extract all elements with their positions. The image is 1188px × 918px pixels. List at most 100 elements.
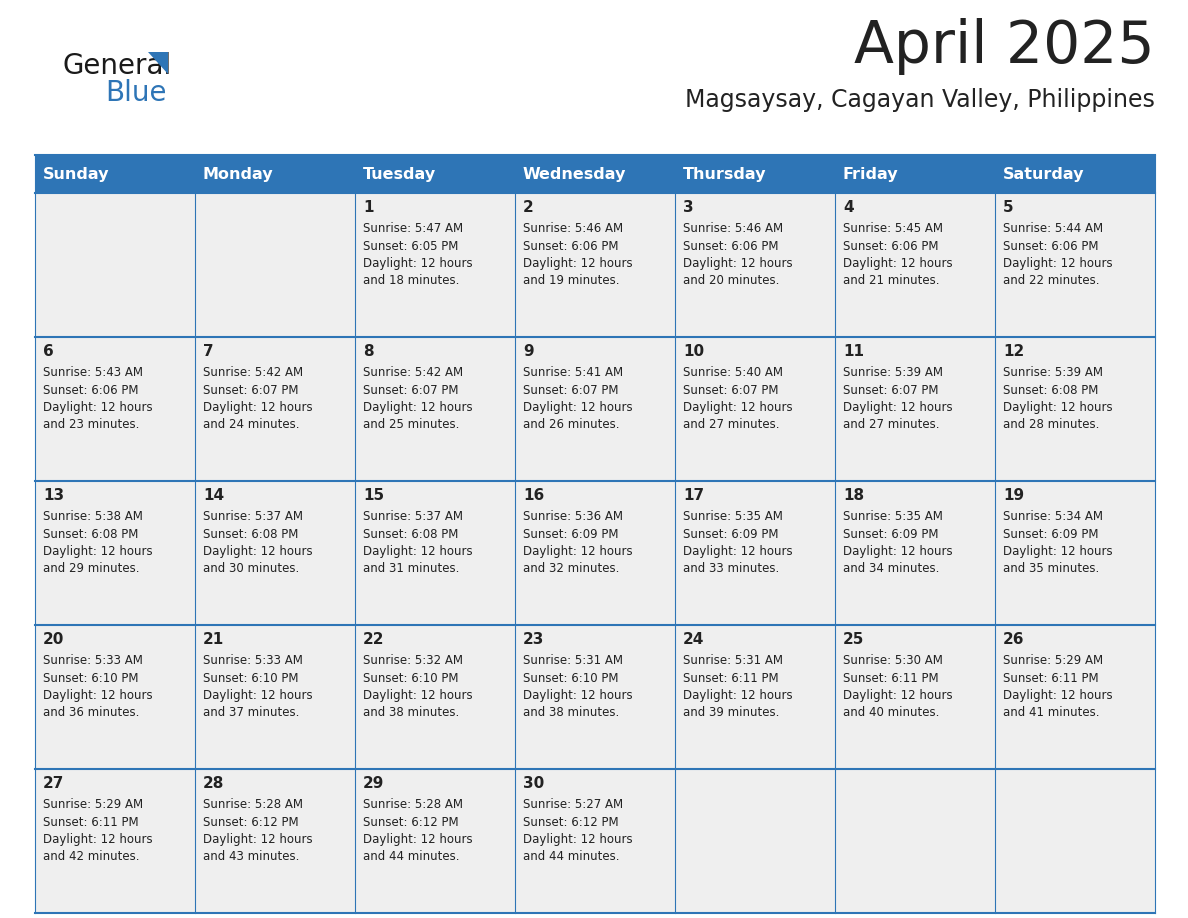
Bar <box>996 193 1155 337</box>
Text: Sunrise: 5:43 AM: Sunrise: 5:43 AM <box>43 366 143 379</box>
Bar <box>835 481 996 625</box>
Text: and 38 minutes.: and 38 minutes. <box>523 707 619 720</box>
Text: and 39 minutes.: and 39 minutes. <box>683 707 779 720</box>
Text: 19: 19 <box>1003 488 1024 503</box>
Bar <box>516 625 675 769</box>
Text: and 23 minutes.: and 23 minutes. <box>43 419 139 431</box>
Text: Sunrise: 5:37 AM: Sunrise: 5:37 AM <box>203 510 303 523</box>
Text: Monday: Monday <box>203 166 273 182</box>
Text: Sunset: 6:05 PM: Sunset: 6:05 PM <box>364 240 459 252</box>
Text: Sunrise: 5:34 AM: Sunrise: 5:34 AM <box>1003 510 1102 523</box>
Bar <box>355 625 516 769</box>
Text: Sunrise: 5:27 AM: Sunrise: 5:27 AM <box>523 798 624 811</box>
Text: and 34 minutes.: and 34 minutes. <box>843 563 940 576</box>
Text: and 18 minutes.: and 18 minutes. <box>364 274 460 287</box>
Text: Sunset: 6:09 PM: Sunset: 6:09 PM <box>523 528 619 541</box>
Text: and 40 minutes.: and 40 minutes. <box>843 707 940 720</box>
Text: and 31 minutes.: and 31 minutes. <box>364 563 460 576</box>
Text: Sunrise: 5:36 AM: Sunrise: 5:36 AM <box>523 510 623 523</box>
Text: Daylight: 12 hours: Daylight: 12 hours <box>43 545 152 558</box>
Text: Sunrise: 5:33 AM: Sunrise: 5:33 AM <box>203 654 303 667</box>
Text: Sunrise: 5:28 AM: Sunrise: 5:28 AM <box>364 798 463 811</box>
Text: Sunrise: 5:44 AM: Sunrise: 5:44 AM <box>1003 222 1104 235</box>
Text: 22: 22 <box>364 632 385 647</box>
Text: Sunset: 6:10 PM: Sunset: 6:10 PM <box>43 671 139 685</box>
Bar <box>355 337 516 481</box>
Text: and 26 minutes.: and 26 minutes. <box>523 419 619 431</box>
Text: Sunset: 6:11 PM: Sunset: 6:11 PM <box>43 815 139 829</box>
Bar <box>835 193 996 337</box>
Text: 5: 5 <box>1003 200 1013 215</box>
Bar <box>355 481 516 625</box>
Text: Sunday: Sunday <box>43 166 109 182</box>
Bar <box>996 625 1155 769</box>
Text: Sunset: 6:10 PM: Sunset: 6:10 PM <box>203 671 298 685</box>
Text: 14: 14 <box>203 488 225 503</box>
Text: Daylight: 12 hours: Daylight: 12 hours <box>843 689 953 702</box>
Bar <box>996 337 1155 481</box>
Text: Daylight: 12 hours: Daylight: 12 hours <box>523 545 633 558</box>
Text: Sunrise: 5:45 AM: Sunrise: 5:45 AM <box>843 222 943 235</box>
Text: April 2025: April 2025 <box>854 18 1155 75</box>
Text: and 25 minutes.: and 25 minutes. <box>364 419 460 431</box>
Bar <box>675 193 835 337</box>
Text: 20: 20 <box>43 632 64 647</box>
Text: Daylight: 12 hours: Daylight: 12 hours <box>1003 257 1113 270</box>
Bar <box>34 625 195 769</box>
Bar <box>195 481 355 625</box>
Text: Sunrise: 5:46 AM: Sunrise: 5:46 AM <box>523 222 624 235</box>
Bar <box>996 481 1155 625</box>
Text: Daylight: 12 hours: Daylight: 12 hours <box>843 257 953 270</box>
Bar <box>675 337 835 481</box>
Bar <box>195 769 355 913</box>
Text: Daylight: 12 hours: Daylight: 12 hours <box>364 689 473 702</box>
Bar <box>34 481 195 625</box>
Text: Magsaysay, Cagayan Valley, Philippines: Magsaysay, Cagayan Valley, Philippines <box>685 88 1155 112</box>
Text: Daylight: 12 hours: Daylight: 12 hours <box>43 401 152 414</box>
Bar <box>195 337 355 481</box>
Text: Sunset: 6:12 PM: Sunset: 6:12 PM <box>364 815 459 829</box>
Text: Daylight: 12 hours: Daylight: 12 hours <box>683 401 792 414</box>
Text: Sunset: 6:06 PM: Sunset: 6:06 PM <box>843 240 939 252</box>
Text: Sunset: 6:11 PM: Sunset: 6:11 PM <box>843 671 939 685</box>
Text: Sunset: 6:11 PM: Sunset: 6:11 PM <box>1003 671 1099 685</box>
Text: and 24 minutes.: and 24 minutes. <box>203 419 299 431</box>
Text: 24: 24 <box>683 632 704 647</box>
Bar <box>835 337 996 481</box>
Text: Wednesday: Wednesday <box>523 166 626 182</box>
Text: Blue: Blue <box>105 79 166 107</box>
Text: and 22 minutes.: and 22 minutes. <box>1003 274 1100 287</box>
Text: Sunset: 6:06 PM: Sunset: 6:06 PM <box>523 240 619 252</box>
Text: Sunrise: 5:33 AM: Sunrise: 5:33 AM <box>43 654 143 667</box>
Text: and 33 minutes.: and 33 minutes. <box>683 563 779 576</box>
Text: Sunset: 6:09 PM: Sunset: 6:09 PM <box>843 528 939 541</box>
Text: Daylight: 12 hours: Daylight: 12 hours <box>523 689 633 702</box>
Text: Sunset: 6:12 PM: Sunset: 6:12 PM <box>203 815 298 829</box>
Bar <box>34 193 195 337</box>
Text: 21: 21 <box>203 632 225 647</box>
Text: and 19 minutes.: and 19 minutes. <box>523 274 619 287</box>
Text: 16: 16 <box>523 488 544 503</box>
Bar <box>34 769 195 913</box>
Bar <box>355 769 516 913</box>
Bar <box>835 769 996 913</box>
Text: Sunset: 6:08 PM: Sunset: 6:08 PM <box>364 528 459 541</box>
Text: Daylight: 12 hours: Daylight: 12 hours <box>683 689 792 702</box>
Text: 6: 6 <box>43 344 53 359</box>
Text: Sunrise: 5:41 AM: Sunrise: 5:41 AM <box>523 366 624 379</box>
Text: Daylight: 12 hours: Daylight: 12 hours <box>1003 401 1113 414</box>
Text: Sunset: 6:08 PM: Sunset: 6:08 PM <box>203 528 298 541</box>
Text: Tuesday: Tuesday <box>364 166 436 182</box>
Text: Sunset: 6:12 PM: Sunset: 6:12 PM <box>523 815 619 829</box>
Text: and 36 minutes.: and 36 minutes. <box>43 707 139 720</box>
Text: Sunset: 6:07 PM: Sunset: 6:07 PM <box>203 384 298 397</box>
Text: and 32 minutes.: and 32 minutes. <box>523 563 619 576</box>
Text: and 27 minutes.: and 27 minutes. <box>843 419 940 431</box>
Text: Saturday: Saturday <box>1003 166 1085 182</box>
Text: 9: 9 <box>523 344 533 359</box>
Text: Sunrise: 5:28 AM: Sunrise: 5:28 AM <box>203 798 303 811</box>
Text: Daylight: 12 hours: Daylight: 12 hours <box>364 257 473 270</box>
Text: 1: 1 <box>364 200 373 215</box>
Text: Sunrise: 5:30 AM: Sunrise: 5:30 AM <box>843 654 943 667</box>
Text: Daylight: 12 hours: Daylight: 12 hours <box>364 545 473 558</box>
